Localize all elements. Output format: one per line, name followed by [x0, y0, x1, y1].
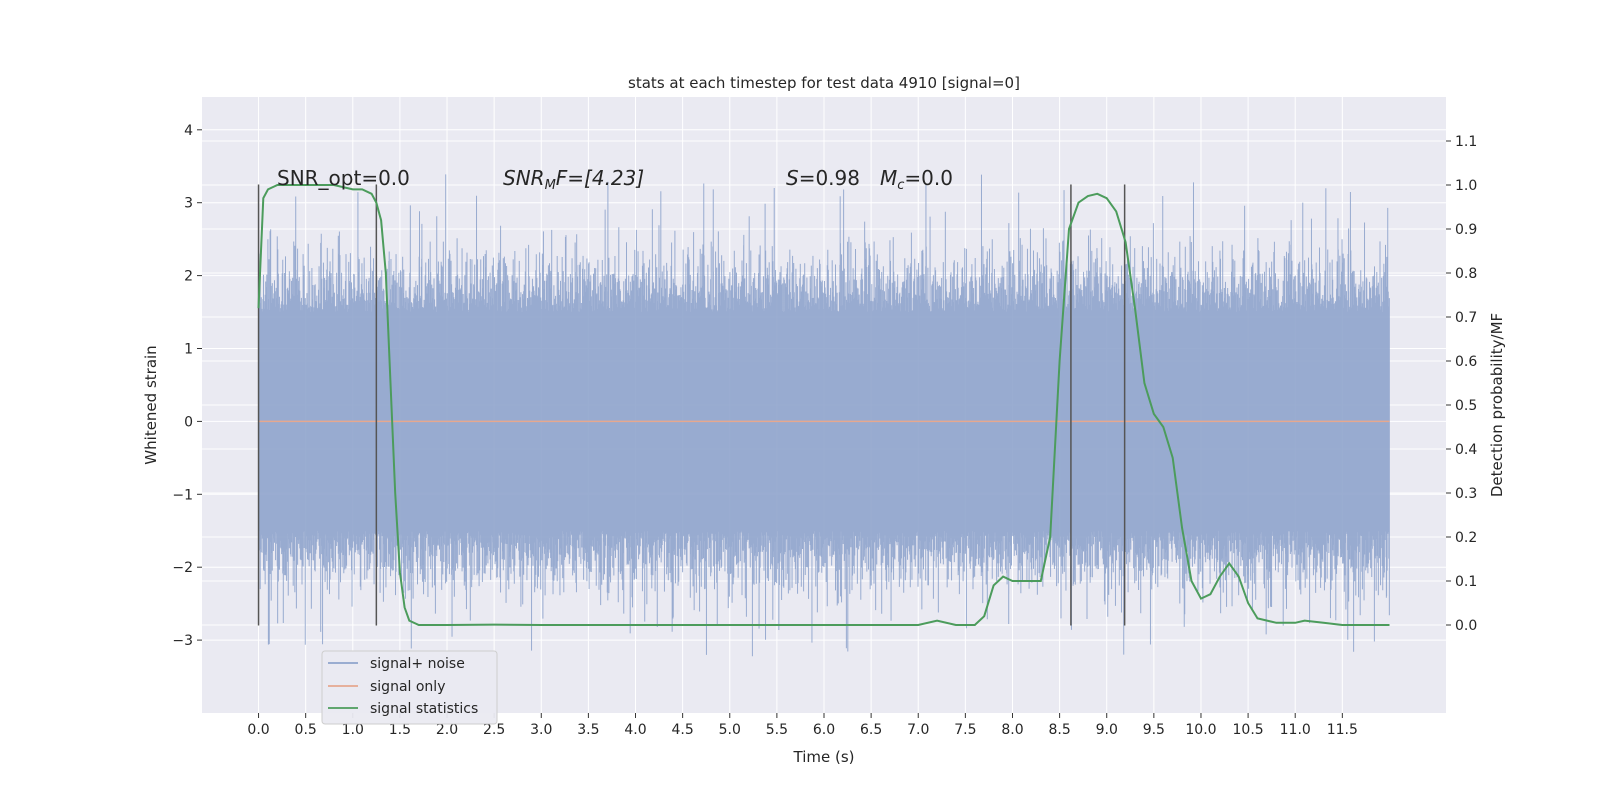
annotation-snr-mf: SNRMF=[4.23] [503, 166, 644, 193]
y2-tick-label: 1.0 [1455, 178, 1477, 194]
y2-tick-label: 0.7 [1455, 310, 1477, 326]
y-axis-label: Whitened strain [142, 345, 160, 464]
y-tick-label: −1 [172, 487, 193, 503]
annotation-s-symbol: S [786, 166, 799, 190]
legend-box [321, 650, 498, 725]
annotation-snr-mf-value: F=[4.23] [556, 166, 644, 190]
x-tick-label: 9.5 [1143, 722, 1165, 738]
y2-tick-label: 0.1 [1455, 574, 1477, 590]
x-tick-label: 6.5 [860, 722, 882, 738]
x-tick-label: 1.5 [389, 722, 411, 738]
vertical-markers [257, 184, 1126, 626]
x-tick-label: 4.5 [672, 722, 694, 738]
legend: signal+ noise signal only signal statist… [321, 650, 498, 725]
x-tick-label: 0.5 [295, 722, 317, 738]
x-tick-label: 4.0 [624, 722, 646, 738]
y2-tick-label: 1.1 [1455, 134, 1477, 150]
y-tick-label: 4 [184, 123, 193, 139]
y2-tick-label: 0.3 [1455, 486, 1477, 502]
legend-label-signal-noise: signal+ noise [370, 656, 465, 672]
y-tick-label: 2 [184, 269, 193, 285]
y2-tick-label: 0.5 [1455, 398, 1477, 414]
x-tick-label: 5.5 [766, 722, 788, 738]
y2-tick-label: 0.8 [1455, 266, 1477, 282]
y-tick-label: 0 [184, 414, 193, 430]
x-tick-label: 0.0 [247, 722, 269, 738]
y-tick-label: −3 [172, 633, 193, 649]
x-tick-label: 10.0 [1185, 722, 1216, 738]
x-tick-label: 8.5 [1048, 722, 1070, 738]
chart-title: stats at each timestep for test data 491… [628, 74, 1020, 92]
y-tick-label: 3 [184, 196, 193, 212]
x-tick-label: 1.0 [342, 722, 364, 738]
x-tick-label: 11.0 [1280, 722, 1311, 738]
y2-tick-label: 0.9 [1455, 222, 1477, 238]
y2-tick-label: 0.2 [1455, 530, 1477, 546]
annotation-snr-mf-subscript: M [545, 178, 556, 193]
x-tick-label: 6.0 [813, 722, 835, 738]
signal-statistics-line [257, 184, 1390, 626]
x-tick-label: 2.5 [483, 722, 505, 738]
x-tick-label: 2.0 [436, 722, 458, 738]
x-tick-label: 3.0 [530, 722, 552, 738]
series-signal-statistics [257, 184, 1390, 626]
y2-tick-label: 0.4 [1455, 442, 1477, 458]
annotation-s: S=0.98 [786, 166, 860, 190]
annotation-mc-value: =0.0 [904, 166, 953, 190]
y2-axis-label: Detection probability/MF [1488, 313, 1506, 497]
x-tick-label: 7.0 [907, 722, 929, 738]
y2-tick-label: 0.6 [1455, 354, 1477, 370]
x-tick-label: 11.5 [1327, 722, 1358, 738]
annotation-snr-mf-symbol: SNR [503, 166, 545, 190]
x-tick-label: 3.5 [577, 722, 599, 738]
x-tick-label: 5.0 [719, 722, 741, 738]
y-tick-label: 1 [184, 342, 193, 358]
annotation-s-value: =0.98 [799, 166, 860, 190]
annotation-mc-subscript: c [897, 178, 904, 193]
annotation-mc-symbol: M [880, 166, 897, 190]
x-tick-label: 8.0 [1001, 722, 1023, 738]
y2-tick-label: 0.0 [1455, 618, 1477, 634]
x-tick-label: 7.5 [954, 722, 976, 738]
annotation-snr-opt: SNR_opt=0.0 [277, 166, 410, 190]
axes: 0.0 0.5 1.0 1.5 2.0 2.5 3.0 3.5 4.0 4.5 5.0 5.5 6.0 6… [172, 123, 1477, 738]
x-tick-label: 9.0 [1096, 722, 1118, 738]
x-tick-label: 10.5 [1233, 722, 1264, 738]
legend-label-signal-only: signal only [370, 679, 445, 695]
annotation-mc: Mc=0.0 [880, 166, 953, 193]
y-tick-label: −2 [172, 560, 193, 576]
x-axis-label: Time (s) [793, 748, 855, 766]
legend-label-signal-statistics: signal statistics [370, 701, 478, 717]
